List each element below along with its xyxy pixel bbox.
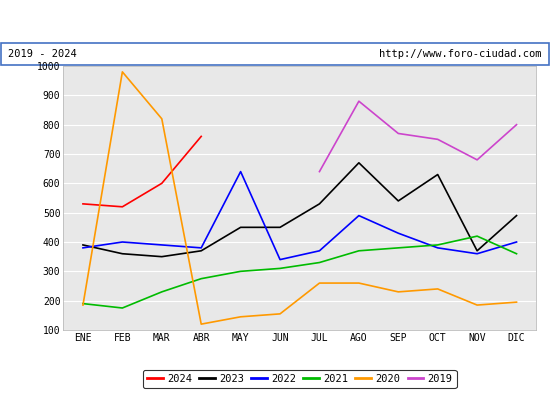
Text: Evolucion Nº Turistas Extranjeros en el municipio de Bormujos: Evolucion Nº Turistas Extranjeros en el … [31,14,519,28]
Legend: 2024, 2023, 2022, 2021, 2020, 2019: 2024, 2023, 2022, 2021, 2020, 2019 [143,370,456,388]
Text: 2019 - 2024: 2019 - 2024 [8,49,77,59]
Text: http://www.foro-ciudad.com: http://www.foro-ciudad.com [379,49,542,59]
